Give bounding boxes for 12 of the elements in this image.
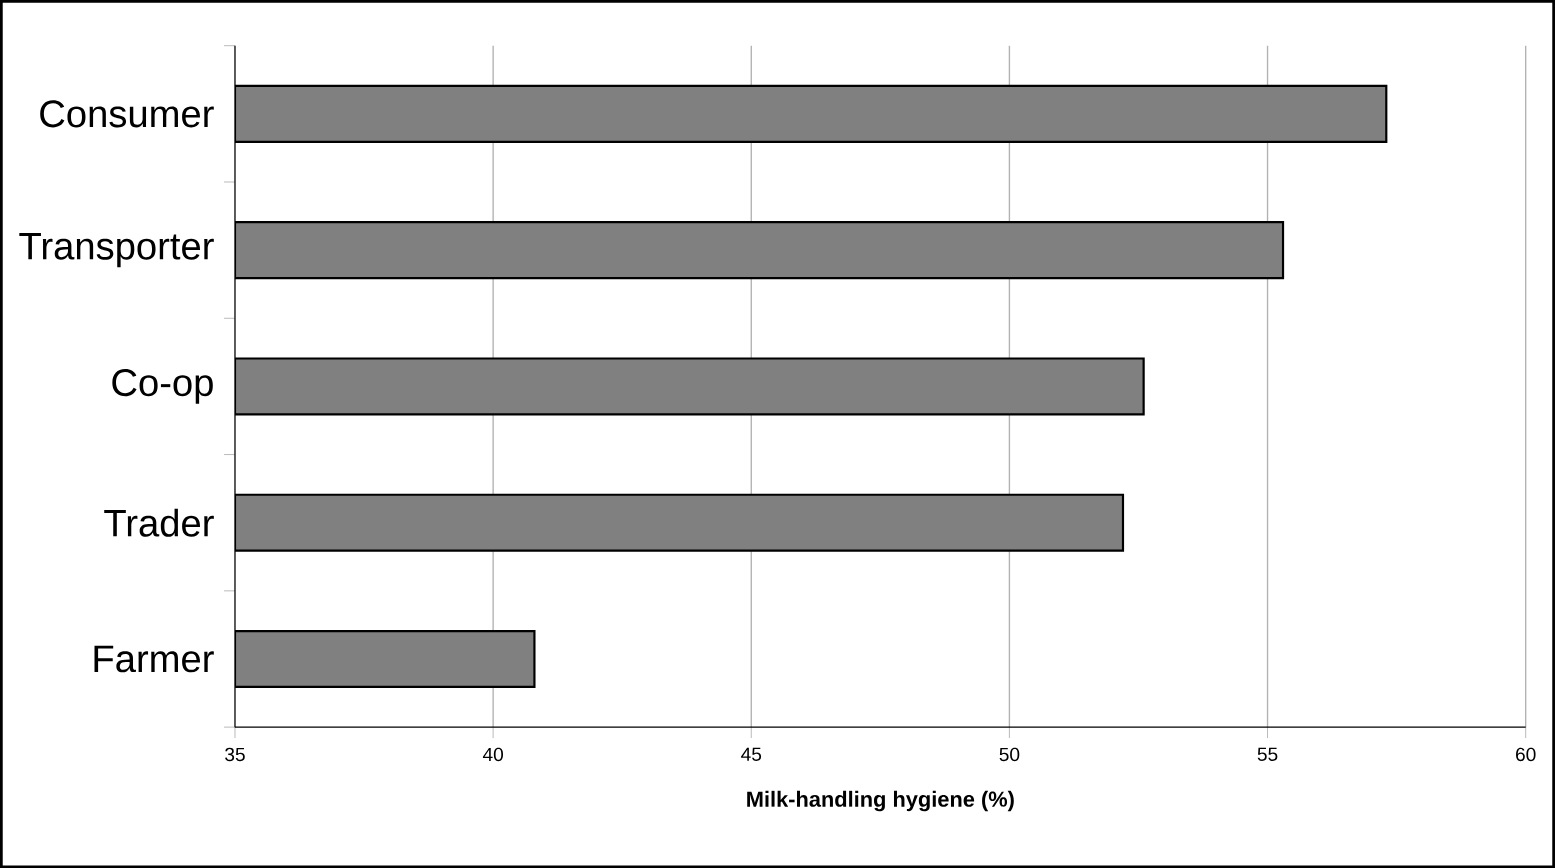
x-tick-label: 35 [225, 747, 245, 762]
x-tick-label: 40 [482, 747, 504, 762]
x-tick-label: 45 [741, 747, 762, 761]
x-tick-label: 60 [1516, 747, 1536, 762]
x-axis-title: Milk-handling hygiene (%) [747, 790, 1014, 812]
y-tick-label: Consumer [40, 100, 214, 128]
y-tick-label: Farmer [94, 645, 214, 673]
x-tick-label: 55 [1257, 747, 1278, 761]
y-tick-label: Co-op [112, 369, 213, 404]
x-tick-label: 50 [999, 747, 1020, 762]
y-tick-label: Transporter [19, 232, 214, 268]
y-tick-label: Trader [104, 508, 214, 537]
